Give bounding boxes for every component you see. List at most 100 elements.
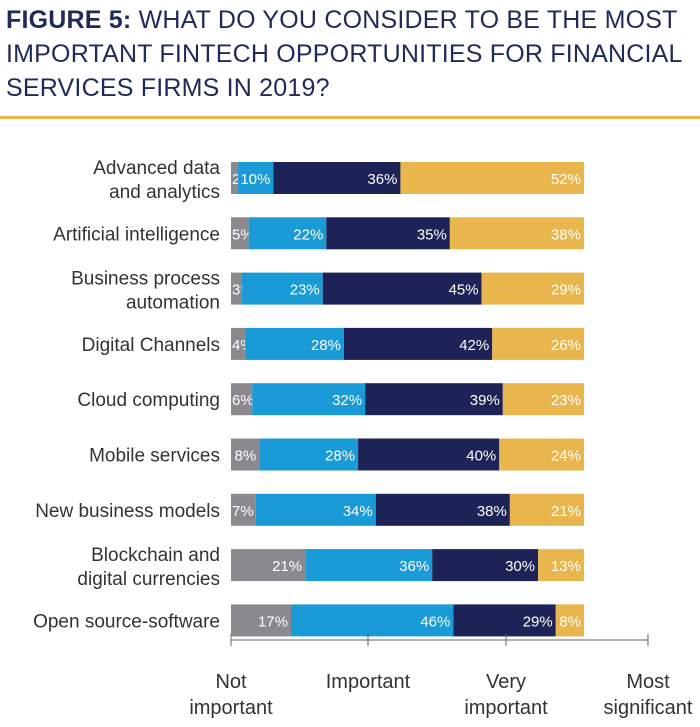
category-label: Mobile services [89, 446, 220, 467]
category-label: Business process automation [71, 269, 220, 314]
bar-segment [231, 549, 306, 582]
bar-segment [449, 217, 584, 250]
x-axis-tick-label: Very important [464, 671, 548, 719]
bar-segment [365, 383, 503, 416]
x-axis-tick-label: Most significant [604, 671, 693, 719]
segment-value-label: 28% [325, 448, 355, 465]
figure-label: FIGURE 5: [6, 6, 132, 34]
x-axis-tick-label: Important [326, 671, 411, 693]
x-axis-tick-label-line: significant [604, 697, 693, 719]
segment-value-label: 52% [551, 171, 581, 188]
segment-value-label: 36% [367, 171, 397, 188]
segment-value-label: 23% [551, 392, 581, 409]
segment-value-label: 13% [551, 558, 581, 575]
segment-value-label: 34% [343, 503, 373, 520]
x-axis-tick-label-line: Important [326, 671, 411, 693]
bar-segment [231, 272, 242, 305]
bar-segment [555, 604, 584, 637]
category-label: Advanced data and analytics [93, 158, 220, 203]
segment-value-label: 32% [332, 392, 362, 409]
category-label-line: and analytics [109, 182, 220, 203]
bar-segment [453, 604, 556, 637]
category-label-line: Blockchain and [91, 545, 220, 566]
x-axis-tick-label-line: Not [215, 671, 247, 693]
segment-value-label: 24% [551, 448, 581, 465]
x-axis-tick-label: Not important [189, 671, 273, 719]
x-axis-tick-label-line: Most [626, 671, 670, 693]
segment-value-label: 8% [235, 448, 257, 465]
category-label: Open source-software [33, 611, 220, 632]
segment-value-label: 35% [417, 226, 447, 243]
bar-segment [231, 217, 249, 250]
bar-segment [502, 383, 584, 416]
category-label: Digital Channels [82, 335, 220, 356]
category-label: Artificial intelligence [53, 224, 220, 245]
bar-segment [291, 604, 454, 637]
segment-value-label: 10% [240, 171, 270, 188]
segment-value-label: 40% [466, 448, 496, 465]
segment-value-label: 29% [551, 282, 581, 299]
bar-segment [432, 549, 539, 582]
segment-value-label: 38% [477, 503, 507, 520]
bar-segment [538, 549, 584, 582]
title-divider [0, 116, 700, 119]
bar-segment [245, 327, 344, 360]
segment-value-label: 21% [272, 558, 302, 575]
bar-segment [358, 438, 500, 471]
bar-segment [400, 162, 584, 194]
category-label: Blockchain and digital currencies [77, 545, 220, 590]
bar-segment [238, 162, 274, 194]
segment-value-label: 5% [232, 226, 254, 243]
category-label: Cloud computing [77, 390, 220, 411]
category-label: New business models [35, 501, 220, 522]
bar-segment [509, 493, 584, 526]
x-axis-tick-label-line: Very [486, 671, 526, 693]
bar-segment [481, 272, 584, 305]
category-label-line: digital currencies [77, 569, 220, 590]
bar-segment [499, 438, 584, 471]
category-label-line: Mobile services [89, 446, 220, 467]
category-label-line: Open source-software [33, 611, 220, 632]
bar-segment [255, 493, 376, 526]
bar-segment [231, 162, 239, 194]
segment-value-label: 38% [551, 226, 581, 243]
category-label-line: Artificial intelligence [53, 224, 220, 245]
category-label-line: Cloud computing [77, 390, 220, 411]
segment-value-label: 29% [523, 613, 553, 630]
segment-value-label: 23% [290, 282, 320, 299]
bar-segment [305, 549, 433, 582]
figure-title-text: WHAT DO YOU CONSIDER TO BE THE MOST IMPO… [6, 6, 682, 102]
category-label-line: Digital Channels [82, 335, 220, 356]
bar-segment [231, 493, 256, 526]
chart-title: FIGURE 5: WHAT DO YOU CONSIDER TO BE THE… [6, 3, 696, 105]
segment-value-label: 8% [559, 613, 581, 630]
bar-segment [322, 272, 482, 305]
segment-value-label: 21% [551, 503, 581, 520]
bar-segment [231, 327, 246, 360]
segment-value-label: 30% [505, 558, 535, 575]
segment-value-label: 6% [232, 392, 254, 409]
segment-value-label: 42% [459, 337, 489, 354]
x-axis-tick-label-line: important [464, 697, 548, 719]
segment-value-label: 45% [449, 282, 479, 299]
segment-value-label: 26% [551, 337, 581, 354]
bar-segment [375, 493, 510, 526]
bar-segment [231, 438, 260, 471]
bar-segment [273, 162, 401, 194]
segment-value-label: 28% [311, 337, 341, 354]
category-label-line: automation [126, 293, 220, 314]
segment-value-label: 17% [258, 613, 288, 630]
bar-segment [252, 383, 366, 416]
segment-value-label: 39% [470, 392, 500, 409]
segment-value-label: 36% [399, 558, 429, 575]
category-label-line: New business models [35, 501, 220, 522]
segment-value-label: 46% [420, 613, 450, 630]
bar-segment [343, 327, 493, 360]
segment-value-label: 7% [232, 503, 254, 520]
segment-value-label: 22% [293, 226, 323, 243]
bar-segment [241, 272, 323, 305]
bar-segment [259, 438, 359, 471]
x-axis-tick-label-line: important [189, 697, 273, 719]
bar-segment [248, 217, 327, 250]
